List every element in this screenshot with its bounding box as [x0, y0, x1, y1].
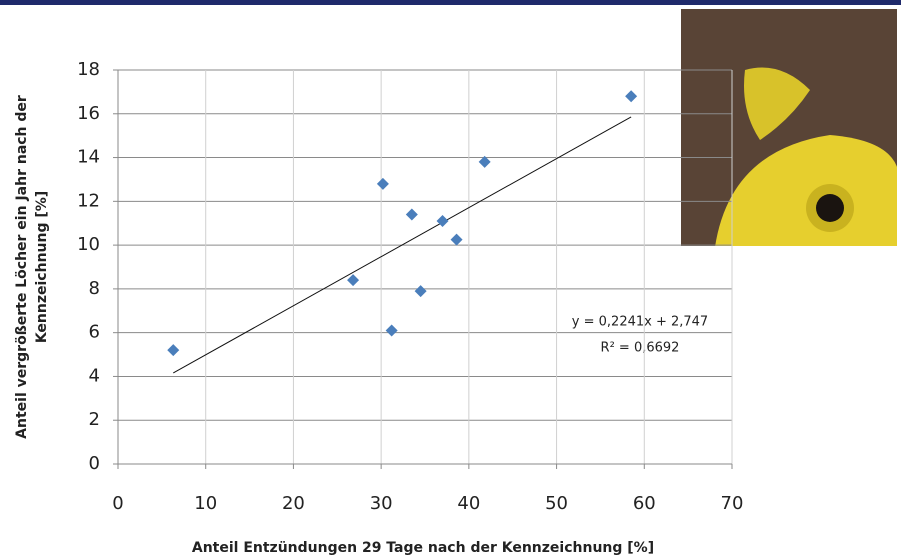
x-tick-label: 40 — [457, 493, 480, 514]
x-tick-label: 0 — [112, 493, 123, 514]
trendline-equation: y = 0,2241x + 2,747 — [572, 315, 708, 330]
point — [436, 215, 449, 228]
y-tick-label: 14 — [77, 147, 100, 168]
x-tick-label: 20 — [282, 493, 305, 514]
y-tick-label: 6 — [89, 322, 100, 343]
trendline-r2: R² = 0,6692 — [601, 341, 680, 356]
point — [376, 177, 389, 190]
y-tick-label: 2 — [89, 409, 100, 430]
point — [450, 233, 463, 246]
point — [385, 324, 398, 337]
photo — [679, 7, 899, 248]
top-band — [0, 0, 901, 5]
trendline — [173, 116, 632, 374]
y-tick-label: 18 — [77, 59, 100, 80]
x-tick-label: 60 — [633, 493, 656, 514]
x-tick-label: 30 — [370, 493, 393, 514]
point — [167, 344, 180, 357]
y-axis-label: Anteil vergrößerte Löcher ein Jahr nach … — [14, 95, 30, 439]
point — [347, 274, 360, 287]
y-axis-label: Kennzeichnung [%] — [34, 191, 50, 343]
x-tick-label: 10 — [194, 493, 217, 514]
point — [478, 155, 491, 168]
y-tick-label: 12 — [77, 190, 100, 211]
x-tick-label: 70 — [721, 493, 744, 514]
point — [405, 208, 418, 221]
point — [625, 90, 638, 103]
y-tick-label: 16 — [77, 103, 100, 124]
y-tick-label: 0 — [89, 453, 100, 474]
y-tick-label: 4 — [89, 365, 100, 386]
y-tick-label: 8 — [89, 278, 100, 299]
y-tick-label: 10 — [77, 234, 100, 255]
point — [414, 285, 427, 298]
x-tick-label: 50 — [545, 493, 568, 514]
x-axis-label: Anteil Entzündungen 29 Tage nach der Ken… — [192, 540, 654, 556]
